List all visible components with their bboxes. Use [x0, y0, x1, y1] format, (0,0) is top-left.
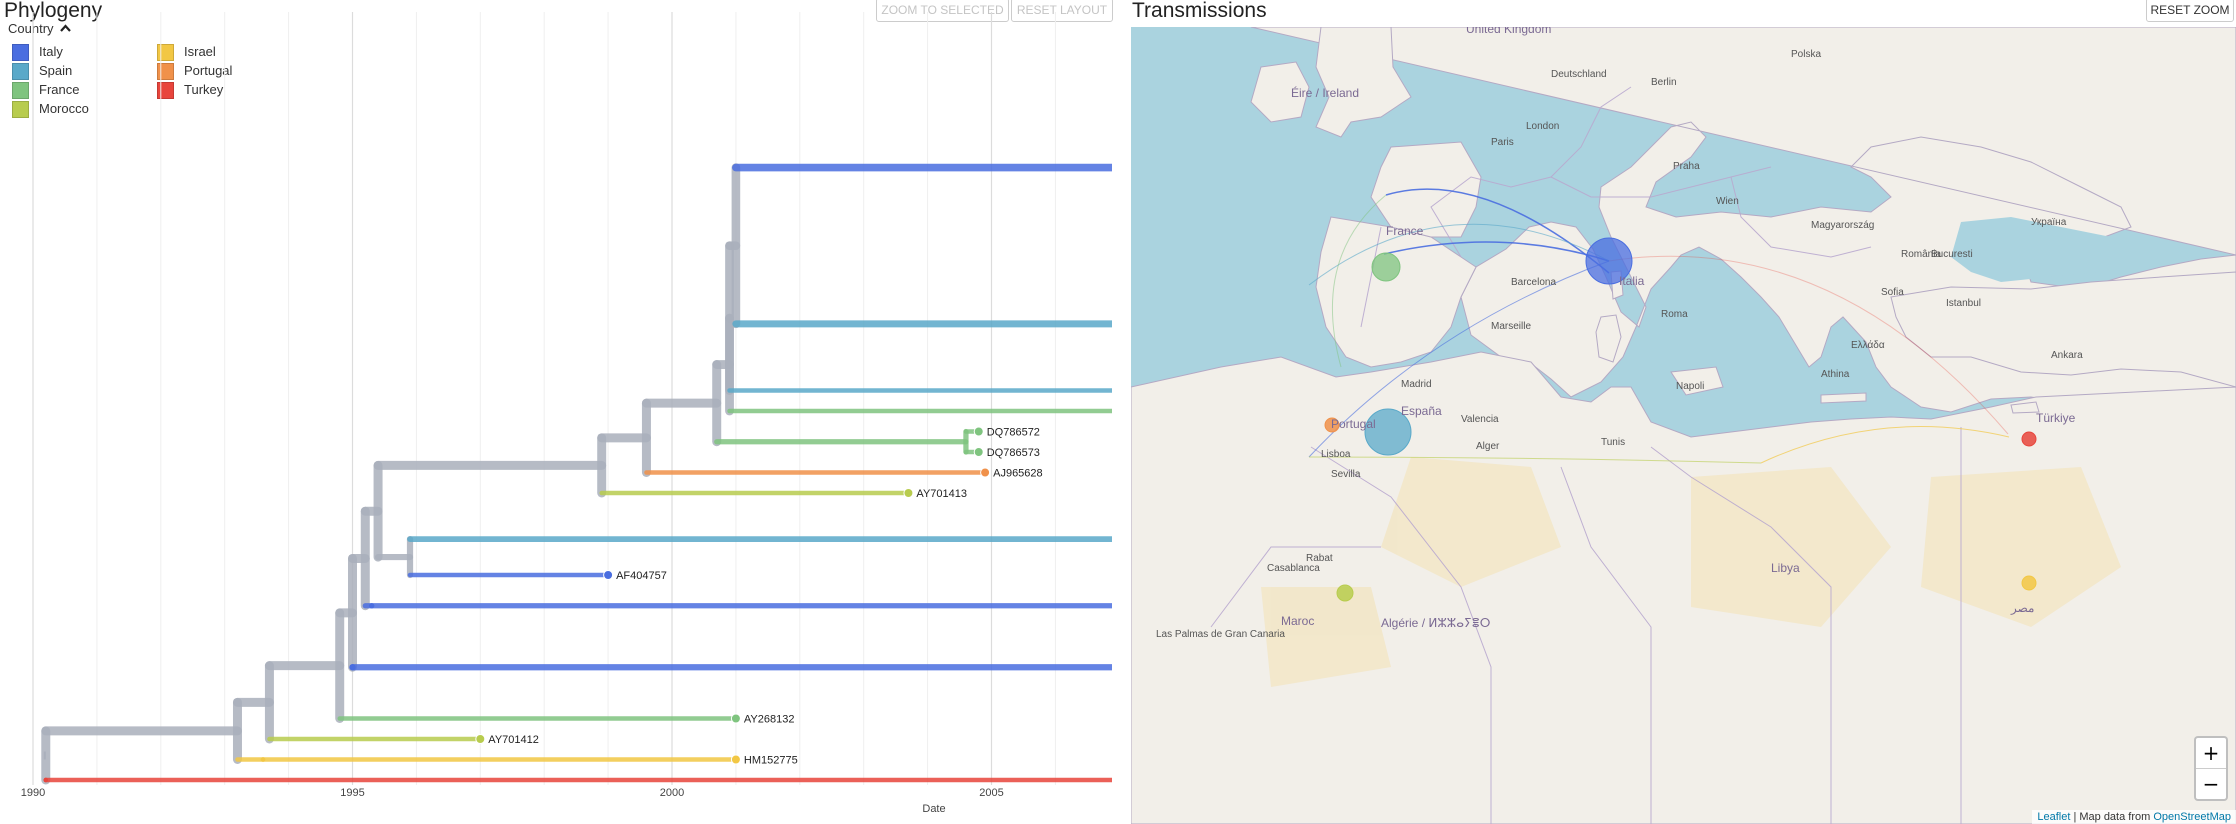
tip-node[interactable]: [730, 754, 741, 765]
phylogeny-title: Phylogeny: [4, 0, 103, 22]
map-place-label: Polska: [1791, 49, 1821, 60]
zoom-out-button[interactable]: −: [2196, 768, 2226, 799]
transmission-lines: [1308, 188, 2010, 464]
tip-label: AF404757: [616, 570, 667, 582]
map-place-label: Ankara: [2051, 350, 2083, 361]
map-place-label: Valencia: [1461, 414, 1499, 425]
marker-israel[interactable]: [2021, 575, 2037, 591]
map-place-label: Україна: [2031, 217, 2067, 228]
map-place-label: United Kingdom: [1466, 27, 1551, 36]
map-place-label: Sevilla: [1331, 469, 1361, 480]
map-place-label: London: [1526, 121, 1559, 132]
reset-zoom-button[interactable]: RESET ZOOM: [2146, 0, 2234, 22]
map-place-label: Praha: [1673, 161, 1700, 172]
tip-node[interactable]: [603, 570, 614, 580]
map-place-label: Athina: [1821, 369, 1850, 380]
map-place-label: România: [1901, 249, 1941, 260]
map-borders: [1210, 86, 1962, 824]
map-place-label: Roma: [1661, 309, 1688, 320]
map-place-label: Deutschland: [1551, 69, 1607, 80]
map-place-label: Bucuresti: [1931, 249, 1973, 260]
transmissions-map[interactable]: United Kingdom Éire / Ireland France España…: [1131, 27, 2236, 824]
map-place-label: Casablanca: [1267, 563, 1320, 574]
map-place-label: Wien: [1716, 196, 1739, 207]
map-place-label: مصر: [2010, 601, 2034, 615]
map-place-label: Türkiye: [2036, 411, 2076, 425]
map-place-label: Marseille: [1491, 321, 1531, 332]
map-place-label: Istanbul: [1946, 298, 1981, 309]
map-place-label: Lisboa: [1321, 449, 1351, 460]
map-place-label: Maroc: [1281, 614, 1314, 628]
map-place-label: Barcelona: [1511, 277, 1556, 288]
axis-label: Date: [922, 803, 945, 815]
zoom-to-selected-button[interactable]: ZOOM TO SELECTED: [876, 0, 1009, 22]
map-place-label: Las Palmas de Gran Canaria: [1156, 629, 1285, 640]
map-place-label: Magyarország: [1811, 220, 1874, 231]
country-markers[interactable]: [1324, 237, 2037, 602]
legend-swatch: [12, 101, 29, 118]
legend-swatch: [12, 44, 29, 61]
map-place-label: Tunis: [1601, 437, 1625, 448]
legend-toggle[interactable]: Country: [8, 21, 71, 36]
map-place-label: Libya: [1771, 561, 1800, 575]
map-place-label: Berlin: [1651, 77, 1677, 88]
tip-node[interactable]: [475, 734, 486, 744]
map-canvas[interactable]: United Kingdom Éire / Ireland France España…: [1131, 27, 2236, 824]
map-place-label: Algérie / ⵍⵣⵣⴰⵢⴻⵔ: [1381, 616, 1490, 630]
axis-tick-label: 2005: [979, 787, 1003, 799]
map-land: [1131, 27, 2236, 824]
zoom-in-button[interactable]: +: [2202, 741, 2220, 765]
map-place-label: Paris: [1491, 137, 1514, 148]
openstreetmap-link[interactable]: OpenStreetMap: [2153, 811, 2231, 823]
map-place-label: España: [1401, 404, 1442, 418]
map-water-black-sea: [1951, 217, 2131, 282]
chevron-up-icon: [60, 21, 71, 36]
tip-node[interactable]: [973, 426, 984, 437]
map-place-label: Madrid: [1401, 379, 1432, 390]
map-attribution: Leaflet | Map data from OpenStreetMap: [2032, 810, 2236, 824]
transmissions-title: Transmissions: [1132, 0, 1267, 22]
marker-france[interactable]: [1371, 252, 1401, 282]
tip-node[interactable]: [730, 713, 741, 724]
map-place-label: Ελλάδα: [1851, 339, 1885, 351]
phylogeny-tree: JF719068GU011992KF234080KU573077FJ483549…: [21, 12, 1112, 815]
tip-label: HM152775: [744, 755, 798, 767]
map-place-label: Alger: [1476, 441, 1500, 452]
tip-label: AY268132: [744, 714, 795, 726]
legend-swatch: [12, 82, 29, 99]
map-place-labels: United Kingdom Éire / Ireland France España…: [1156, 27, 2083, 640]
map-place-label: Rabat: [1306, 553, 1333, 564]
map-place-label: Italia: [1619, 274, 1645, 288]
tip-label: DQ786573: [987, 447, 1040, 459]
tip-label: AJ965628: [993, 468, 1043, 480]
map-place-label: Sofia: [1881, 287, 1904, 298]
tip-label: AY701412: [488, 734, 539, 746]
legend-swatch: [12, 63, 29, 80]
axis-tick-label: 1990: [21, 787, 45, 799]
axis-tick-label: 2000: [660, 787, 684, 799]
marker-spain[interactable]: [1364, 408, 1412, 456]
map-place-label: Napoli: [1676, 381, 1704, 392]
tip-label: DQ786572: [987, 427, 1040, 439]
map-place-label: Éire / Ireland: [1291, 85, 1359, 100]
map-place-label: France: [1386, 224, 1424, 238]
legend-title: Country: [8, 21, 54, 36]
tip-node[interactable]: [973, 447, 984, 457]
marker-turkey[interactable]: [2021, 431, 2037, 447]
axis-tick-label: 1995: [340, 787, 364, 799]
tip-node[interactable]: [980, 467, 991, 478]
marker-morocco[interactable]: [1336, 584, 1354, 602]
map-place-label: Portugal: [1331, 417, 1376, 431]
leaflet-link[interactable]: Leaflet: [2037, 811, 2071, 823]
marker-portugal[interactable]: [1324, 417, 1340, 433]
tip-label: AY701413: [916, 488, 967, 500]
reset-layout-button[interactable]: RESET LAYOUT: [1011, 0, 1113, 22]
zoom-control: + −: [2194, 736, 2228, 801]
marker-italy[interactable]: [1585, 237, 1633, 285]
tip-node[interactable]: [903, 488, 914, 498]
